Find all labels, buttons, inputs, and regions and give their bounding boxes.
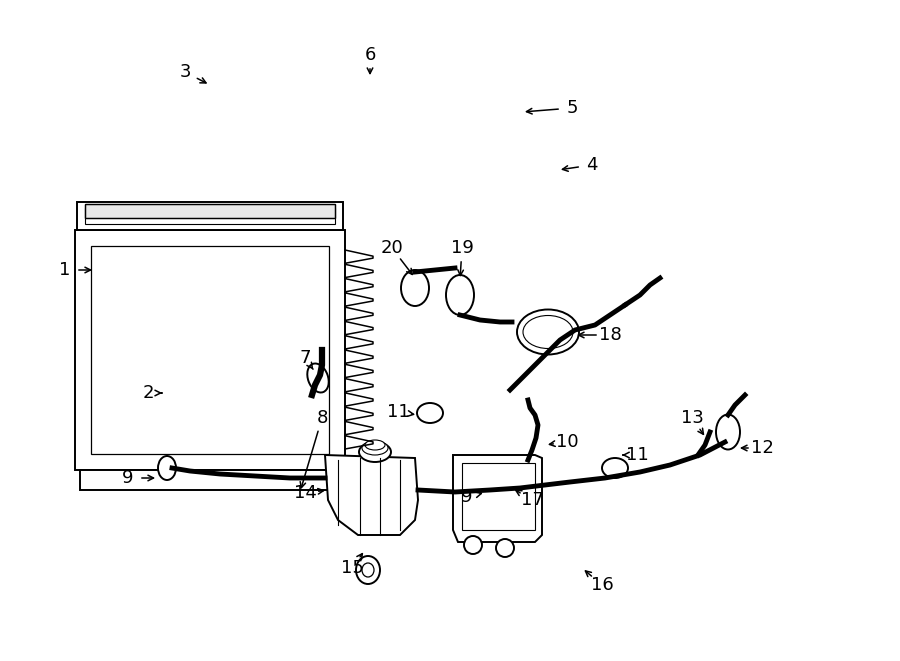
Ellipse shape: [307, 364, 328, 393]
Polygon shape: [453, 455, 542, 542]
Text: 9: 9: [122, 469, 134, 487]
Bar: [85, 208, 335, 224]
Ellipse shape: [467, 475, 493, 495]
Ellipse shape: [496, 539, 514, 557]
Text: 10: 10: [555, 433, 579, 451]
Ellipse shape: [602, 458, 628, 478]
Bar: [75, 230, 345, 470]
Ellipse shape: [716, 414, 740, 449]
Bar: [85, 204, 335, 218]
Text: 12: 12: [751, 439, 773, 457]
Ellipse shape: [523, 315, 573, 348]
Polygon shape: [325, 455, 418, 535]
Text: 5: 5: [566, 99, 578, 117]
Ellipse shape: [401, 270, 429, 306]
Bar: [80, 470, 340, 490]
Text: 9: 9: [461, 488, 472, 506]
Bar: [91, 246, 329, 454]
Ellipse shape: [464, 536, 482, 554]
Bar: [77, 202, 343, 230]
Text: 3: 3: [179, 63, 191, 81]
Text: 8: 8: [316, 409, 328, 427]
Text: 13: 13: [680, 409, 704, 427]
Ellipse shape: [365, 440, 385, 450]
Polygon shape: [462, 463, 535, 530]
Ellipse shape: [362, 441, 388, 455]
Bar: [85, 204, 335, 218]
Ellipse shape: [489, 470, 515, 490]
Text: 11: 11: [626, 446, 648, 464]
Text: 14: 14: [293, 484, 317, 502]
Text: 20: 20: [381, 239, 403, 257]
Ellipse shape: [158, 456, 176, 480]
Ellipse shape: [417, 403, 443, 423]
Ellipse shape: [362, 563, 374, 577]
Text: 16: 16: [590, 576, 614, 594]
Text: 15: 15: [340, 559, 364, 577]
Text: 7: 7: [299, 349, 310, 367]
Text: 6: 6: [364, 46, 375, 64]
Ellipse shape: [446, 275, 474, 315]
Text: 2: 2: [142, 384, 154, 402]
Ellipse shape: [359, 442, 391, 462]
Text: 19: 19: [451, 239, 473, 257]
Text: 11: 11: [387, 403, 410, 421]
Text: 4: 4: [586, 156, 598, 174]
Ellipse shape: [517, 309, 579, 354]
Text: 17: 17: [520, 491, 544, 509]
Ellipse shape: [356, 556, 380, 584]
Text: 18: 18: [598, 326, 621, 344]
Text: 1: 1: [59, 261, 71, 279]
